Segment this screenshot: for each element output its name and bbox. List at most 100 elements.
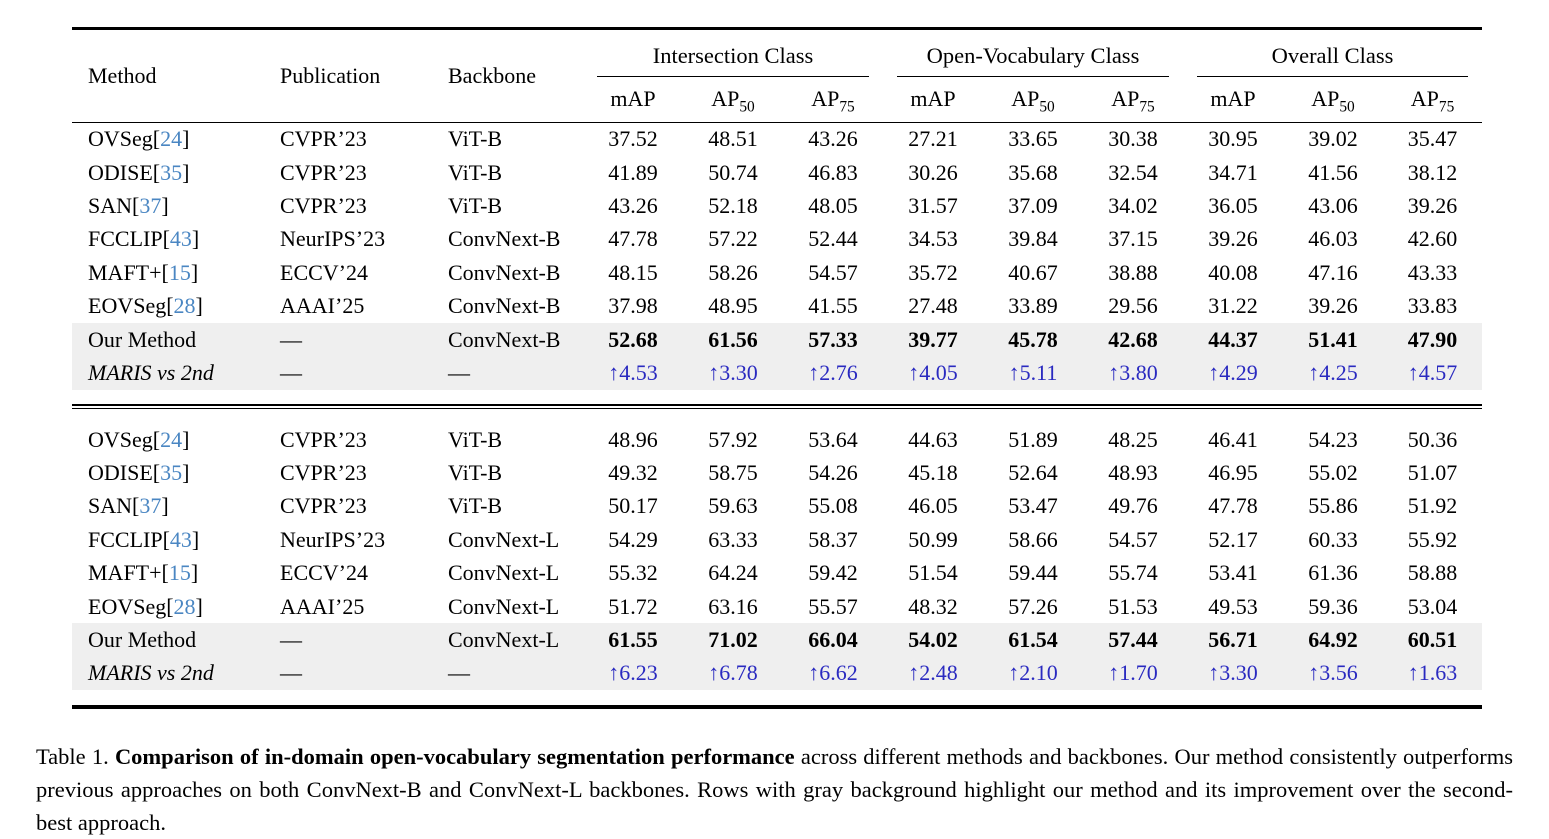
method-row: SAN[37] CVPR’23 ViT-B 43.26 52.18 48.05 31.57 3… [72, 189, 1482, 222]
method-name: EOVSeg [88, 593, 167, 619]
citation-link[interactable]: 37 [139, 192, 162, 218]
metric-value: 40.67 [1008, 259, 1058, 285]
metric-value: 37.52 [608, 126, 658, 152]
caption-label: Table 1. [36, 743, 109, 769]
method-name: MAFT+ [88, 560, 162, 586]
metric-header-ap50: AP50 [983, 76, 1083, 123]
citation-link[interactable]: 35 [160, 159, 183, 185]
publication-cell: — [280, 660, 302, 686]
section-divider-rule [72, 403, 1483, 409]
method-name: MAFT+ [88, 259, 162, 285]
citation-link[interactable]: 43 [169, 526, 192, 552]
method-row: MAFT+[15] ECCV’24 ConvNext-B 48.15 58.26 54.5… [72, 256, 1482, 289]
group-header-open-vocabulary-class: Open-Vocabulary Class [883, 29, 1183, 77]
publication-cell: — [280, 326, 302, 352]
metric-value: 27.21 [908, 126, 958, 152]
improvement-value: ↑6.23 [608, 660, 658, 686]
metric-value: 64.24 [708, 560, 758, 586]
col-header-backbone: Backbone [448, 28, 583, 123]
metric-value: 63.16 [708, 593, 758, 619]
method-cell: FCCLIP[43] [72, 523, 280, 556]
citation-link[interactable]: 24 [160, 126, 183, 152]
results-table: Method Publication Backbone Intersection… [72, 27, 1483, 724]
metric-value: 46.05 [908, 493, 958, 519]
metric-value: 52.18 [708, 192, 758, 218]
method-cell: Our Method [72, 623, 280, 656]
bracket: [ [166, 593, 174, 619]
citation-link[interactable]: 24 [160, 426, 183, 452]
backbone-cell: ConvNext-L [448, 627, 560, 653]
metric-value: 47.78 [1208, 493, 1258, 519]
metric-value: 48.32 [908, 593, 958, 619]
citation-link[interactable]: 28 [173, 293, 196, 319]
metric-value: 61.36 [1308, 560, 1358, 586]
bracket: ] [190, 560, 199, 586]
publication-cell: ECCV’24 [280, 560, 368, 586]
metric-value: 55.08 [808, 493, 858, 519]
citation-link[interactable]: 15 [168, 259, 191, 285]
backbone-cell: ConvNext-B [448, 226, 561, 252]
metric-value: 41.55 [808, 293, 858, 319]
bracket: ] [195, 293, 203, 319]
metric-value: 50.36 [1407, 426, 1458, 452]
group-header-intersection-class: Intersection Class [583, 29, 883, 77]
metric-value: 48.93 [1108, 460, 1158, 486]
metric-value: 55.86 [1308, 493, 1358, 519]
group-header-row: Method Publication Backbone Intersection… [72, 28, 1482, 123]
publication-cell: NeurIPS’23 [280, 226, 386, 252]
bottom-rule [72, 704, 1483, 709]
citation-link[interactable]: 28 [173, 593, 196, 619]
method-name: OVSeg [88, 426, 153, 452]
metric-value: 30.38 [1108, 126, 1158, 152]
metric-value: 57.26 [1008, 593, 1058, 619]
metric-value: 54.29 [608, 526, 658, 552]
method-row: SAN[37] CVPR’23 ViT-B 50.17 59.63 55.08 46.05 5… [72, 490, 1482, 523]
table-bottom-rule [72, 690, 1483, 723]
citation-link[interactable]: 35 [160, 460, 183, 486]
metric-value: 58.75 [708, 460, 758, 486]
metric-value: 43.33 [1407, 259, 1458, 285]
metric-value: 58.66 [1008, 526, 1058, 552]
method-cell: MARIS vs 2nd [72, 356, 280, 389]
bracket: ] [182, 159, 190, 185]
metric-value: 59.42 [808, 560, 858, 586]
metric-value: 53.41 [1208, 560, 1258, 586]
metric-value: 42.68 [1108, 326, 1158, 352]
metric-value: 46.83 [808, 159, 858, 185]
metric-value: 58.26 [708, 259, 758, 285]
metric-value: 46.03 [1308, 226, 1358, 252]
citation-link[interactable]: 37 [139, 493, 162, 519]
improvement-value: ↑3.80 [1108, 359, 1158, 385]
metric-value: 44.63 [908, 426, 958, 452]
metric-value: 60.51 [1407, 627, 1458, 653]
metric-value: 63.33 [708, 526, 758, 552]
metric-value: 35.72 [908, 259, 958, 285]
metric-value: 51.54 [908, 560, 958, 586]
metric-header-map: mAP [1183, 76, 1283, 123]
metric-value: 40.08 [1208, 259, 1258, 285]
improvement-value: ↑6.78 [708, 660, 758, 686]
improvement-value: ↑5.11 [1008, 359, 1058, 385]
metric-header-ap50: AP50 [1283, 76, 1383, 123]
publication-cell: CVPR’23 [280, 460, 367, 486]
metric-value: 57.22 [708, 226, 758, 252]
metric-value: 53.04 [1407, 593, 1458, 619]
citation-link[interactable]: 43 [169, 226, 192, 252]
citation-link[interactable]: 15 [168, 560, 191, 586]
metric-value: 33.65 [1008, 126, 1058, 152]
metric-value: 50.99 [908, 526, 958, 552]
bracket: ] [191, 526, 200, 552]
metric-value: 45.78 [1008, 326, 1058, 352]
publication-cell: ECCV’24 [280, 259, 368, 285]
metric-value: 46.41 [1208, 426, 1258, 452]
improvement-value: ↑3.30 [708, 359, 758, 385]
metric-value: 47.78 [608, 226, 658, 252]
col-header-publication: Publication [280, 28, 448, 123]
method-name: OVSeg [88, 126, 153, 152]
method-name: ODISE [88, 159, 153, 185]
col-header-method: Method [72, 28, 280, 123]
improvement-value: ↑4.25 [1308, 359, 1358, 385]
metric-header-map: mAP [583, 76, 683, 123]
metric-value: 51.41 [1308, 326, 1358, 352]
metric-value: 52.44 [808, 226, 858, 252]
